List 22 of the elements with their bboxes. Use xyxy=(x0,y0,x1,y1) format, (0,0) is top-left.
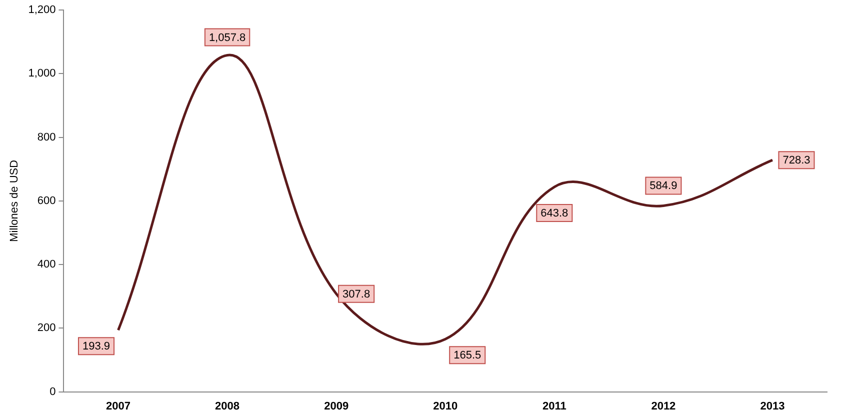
x-tick-label: 2012 xyxy=(651,400,676,412)
x-tick-label: 2013 xyxy=(760,400,785,412)
data-label: 643.8 xyxy=(540,207,568,220)
data-label: 307.8 xyxy=(342,288,370,300)
x-tick-label: 2008 xyxy=(215,400,240,412)
x-tick-label: 2010 xyxy=(433,400,458,412)
x-tick-label: 2011 xyxy=(542,400,566,412)
y-tick-label: 1,200 xyxy=(28,4,56,16)
y-tick-label: 600 xyxy=(37,194,56,207)
y-tick-label: 800 xyxy=(37,131,56,144)
y-tick-label: 400 xyxy=(37,258,56,271)
data-label: 728.3 xyxy=(782,154,810,167)
data-label: 193.9 xyxy=(82,340,110,353)
data-label: 165.5 xyxy=(454,350,482,362)
y-tick-label: 200 xyxy=(37,322,56,334)
data-label: 1,057.8 xyxy=(208,32,246,44)
x-tick-label: 2007 xyxy=(106,400,130,412)
y-tick-label: 1,000 xyxy=(28,68,56,80)
data-label: 584.9 xyxy=(650,180,678,192)
y-axis-title: Millones de USD xyxy=(8,160,21,242)
x-tick-label: 2009 xyxy=(324,400,349,412)
y-tick-label: 0 xyxy=(50,386,56,398)
